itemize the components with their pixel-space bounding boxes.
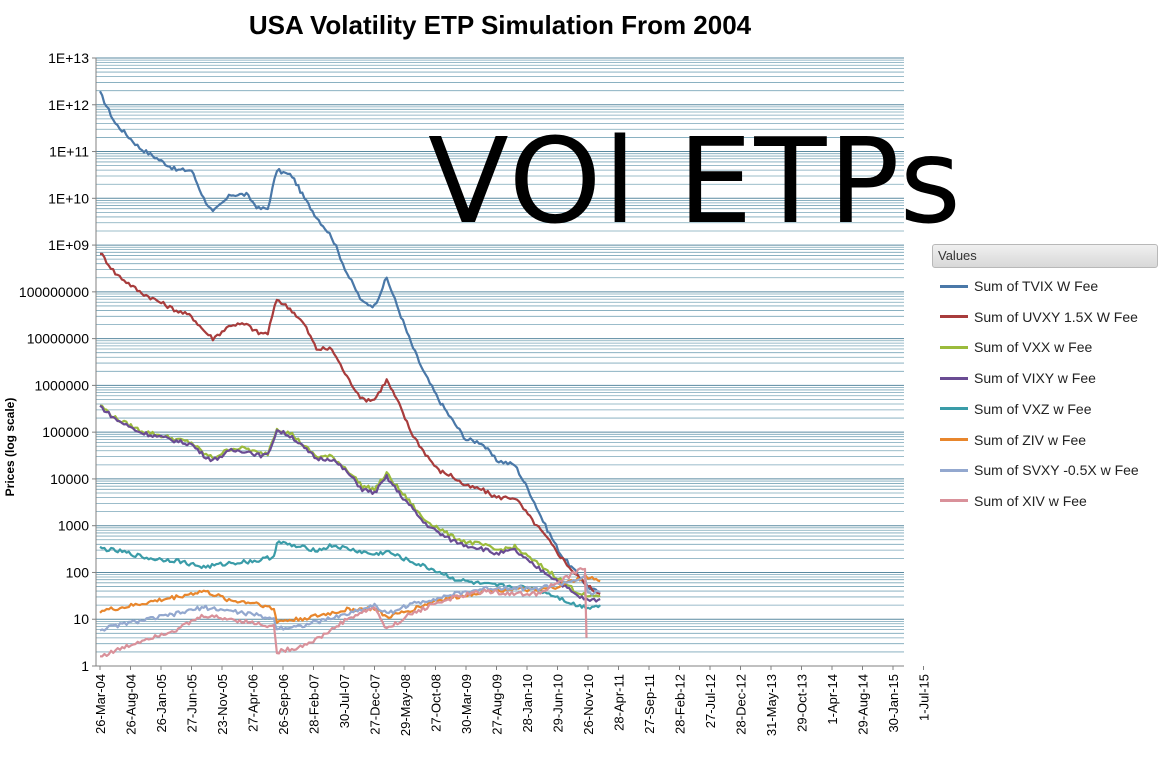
grid-layer (96, 57, 904, 667)
x-axis: 26-Mar-04 26-Aug-04 26-Jan-05 27-Jun-05 23-N… (93, 665, 932, 736)
x-tick-label: 29-May-08 (398, 674, 413, 736)
x-tick-label: 30-Jan-15 (886, 674, 901, 733)
series-line-7 (99, 567, 588, 658)
x-tick-label: 31-May-13 (764, 674, 779, 736)
series-line-3 (99, 404, 601, 603)
legend-label: Sum of VXX w Fee (974, 339, 1093, 356)
legend-label: Sum of TVIX W Fee (974, 278, 1099, 294)
x-tick-label: 26-Aug-04 (124, 674, 139, 735)
series-line-6 (99, 575, 601, 632)
series-layer (99, 90, 601, 658)
y-tick-label: 1E+13 (48, 50, 89, 66)
y-tick-label: 1000000 (34, 377, 89, 393)
x-tick-label: 26-Jan-05 (154, 674, 169, 733)
x-tick-label: 1-Jul-15 (917, 674, 932, 721)
x-tick-label: 28-Feb-07 (307, 674, 322, 734)
x-tick-label: 28-Jan-10 (520, 674, 535, 733)
x-tick-label: 27-Sep-11 (642, 674, 657, 734)
y-tick-label: 10 (73, 611, 89, 627)
legend-swatch (940, 315, 968, 319)
x-tick-label: 30-Mar-09 (459, 674, 474, 734)
x-tick-label: 26-Sep-06 (276, 674, 291, 735)
legend-item: Sum of XIV w Fee (940, 491, 1087, 511)
series-line-2 (99, 404, 601, 598)
x-tick-label: 27-Dec-07 (368, 674, 383, 735)
y-tick-label: 1E+10 (48, 190, 89, 206)
legend-item: Sum of VIXY w Fee (940, 368, 1096, 388)
legend-item: Sum of TVIX W Fee (940, 276, 1098, 296)
y-tick-label: 1E+09 (48, 237, 89, 253)
x-tick-label: 26-Mar-04 (93, 674, 108, 734)
legend-item: Sum of ZIV w Fee (940, 430, 1086, 450)
y-axis-label: Prices (log scale) (3, 397, 17, 497)
legend-label: Sum of ZIV w Fee (974, 431, 1087, 448)
legend-swatch (940, 438, 968, 441)
x-tick-label: 29-Jun-10 (551, 674, 566, 733)
x-tick-label: 27-Jul-12 (703, 674, 718, 728)
legend-item: Sum of VXZ w Fee (940, 399, 1091, 419)
y-tick-label: 10000000 (27, 331, 90, 347)
x-tick-label: 27-Apr-06 (246, 674, 261, 732)
legend-label: Sum of VXZ w Fee (974, 400, 1092, 417)
y-tick-label: 1000 (58, 518, 89, 534)
legend-swatch (940, 376, 968, 380)
legend-swatch (940, 499, 968, 503)
y-tick-label: 100000 (42, 424, 89, 440)
legend-label: Sum of UVXY 1.5X W Fee (974, 308, 1138, 325)
x-tick-label: 23-Nov-05 (215, 674, 230, 735)
y-tick-label: 100000000 (19, 284, 89, 300)
y-tick-label: 100 (66, 564, 90, 580)
legend-swatch (940, 345, 968, 349)
x-tick-label: 1-Apr-14 (825, 674, 840, 725)
x-tick-label: 29-Aug-14 (856, 674, 871, 735)
chart-plot-area: 1 10 100 1000 10000 100000 1000000 10000000 1000… (19, 50, 932, 736)
x-tick-label: 26-Nov-10 (581, 674, 596, 735)
legend-swatch (940, 407, 968, 411)
x-tick-label: 30-Jul-07 (337, 674, 352, 728)
series-line-1 (100, 252, 601, 595)
x-tick-label: 28-Apr-11 (612, 674, 627, 731)
legend-item: Sum of VXX w Fee (940, 337, 1092, 357)
y-tick-label: 1E+12 (48, 97, 89, 113)
legend-label: Sum of VIXY w Fee (974, 370, 1096, 387)
x-tick-label: 27-Aug-09 (490, 674, 505, 735)
legend-label: Sum of XIV w Fee (974, 492, 1087, 509)
watermark-text: VOl ETPs (428, 112, 964, 250)
x-tick-label: 28-Feb-12 (673, 674, 688, 734)
legend: Values Sum of TVIX W Fee Sum of UVXY 1.5X… (932, 244, 1158, 512)
legend-swatch (940, 468, 968, 472)
x-tick-label: 28-Dec-12 (734, 674, 749, 735)
legend-item: Sum of UVXY 1.5X W Fee (940, 307, 1138, 327)
legend-label: Sum of SVXY -0.5X w Fee (974, 462, 1139, 479)
y-tick-label: 1 (81, 658, 89, 674)
y-tick-label: 1E+11 (49, 144, 89, 160)
x-tick-label: 27-Jun-05 (185, 674, 200, 733)
series-line-0 (99, 90, 601, 595)
x-tick-label: 27-Oct-08 (429, 674, 444, 732)
x-tick-label: 29-Oct-13 (795, 674, 810, 732)
y-axis: 1 10 100 1000 10000 100000 1000000 10000000 1000… (19, 50, 97, 674)
chart-title: USA Volatility ETP Simulation From 2004 (248, 10, 752, 40)
legend-header[interactable]: Values (932, 244, 1158, 268)
legend-swatch (940, 284, 968, 288)
legend-item: Sum of SVXY -0.5X w Fee (940, 460, 1139, 480)
y-tick-label: 10000 (50, 471, 89, 487)
